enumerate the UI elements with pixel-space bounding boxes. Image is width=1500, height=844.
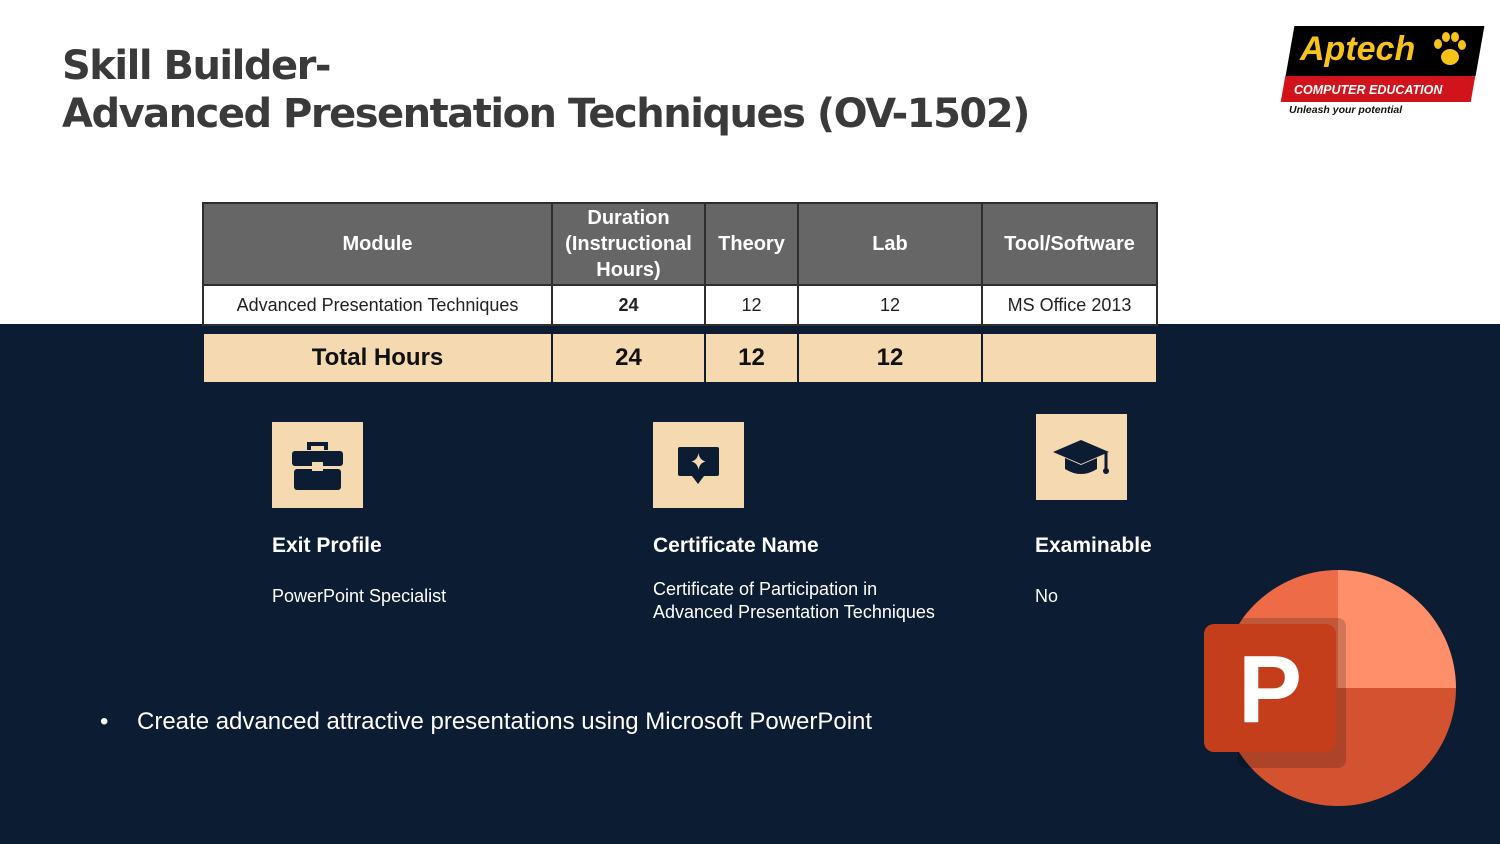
- cell-duration: 24: [551, 284, 706, 326]
- header-theory: Theory: [704, 202, 799, 286]
- page-title: Skill Builder- Advanced Presentation Tec…: [62, 42, 1030, 138]
- header-lab: Lab: [797, 202, 983, 286]
- cell-tool: MS Office 2013: [981, 284, 1158, 326]
- bullet-text: Create advanced attractive presentations…: [137, 708, 873, 735]
- svg-text:P: P: [1238, 636, 1302, 743]
- briefcase-icon: [292, 442, 343, 490]
- cell-module: Advanced Presentation Techniques: [202, 284, 553, 326]
- module-table: Module Duration (Instructional Hours) Th…: [202, 202, 1158, 382]
- bullet-marker: •: [100, 708, 109, 735]
- exit-profile-icon-box: [272, 422, 363, 508]
- examinable-icon-box: [1036, 414, 1127, 500]
- powerpoint-logo-icon: P: [1204, 570, 1456, 806]
- logo-tagline: Unleash your potential: [1289, 104, 1403, 116]
- total-duration: 24: [551, 334, 706, 382]
- logo-brand: Aptech: [1300, 30, 1416, 68]
- total-lab: 12: [797, 334, 983, 382]
- header-tool: Tool/Software: [981, 202, 1158, 286]
- logo-subtitle: COMPUTER EDUCATION: [1294, 83, 1443, 97]
- paw-icon: [1434, 32, 1466, 65]
- certificate-line-1: Certificate of Participation in: [653, 579, 878, 599]
- total-theory: 12: [704, 334, 799, 382]
- examinable-heading: Examinable: [1035, 534, 1152, 557]
- certificate-icon-box: [653, 422, 744, 508]
- graduation-cap-icon: [1053, 440, 1109, 474]
- certificate-badge-icon: [678, 447, 719, 484]
- title-line-1: Skill Builder-: [62, 43, 331, 89]
- certificate-line-2: Advanced Presentation Techniques: [653, 602, 935, 622]
- total-label: Total Hours: [202, 334, 553, 382]
- header-module: Module: [202, 202, 553, 286]
- total-row: Total Hours 24 12 12: [202, 334, 1158, 382]
- certificate-value: Certificate of Participation in Advanced…: [653, 578, 935, 624]
- exit-profile-value: PowerPoint Specialist: [272, 586, 447, 606]
- title-line-2: Advanced Presentation Techniques (OV-150…: [62, 91, 1030, 137]
- exit-profile-heading: Exit Profile: [272, 534, 382, 557]
- bullet-item: • Create advanced attractive presentation…: [100, 708, 872, 736]
- cell-lab: 12: [797, 284, 983, 326]
- table-header-row: Module Duration (Instructional Hours) Th…: [202, 202, 1158, 286]
- total-tool: [981, 334, 1158, 382]
- table-spacer: [203, 325, 1157, 334]
- table-row: Advanced Presentation Techniques 24 12 1…: [202, 284, 1158, 326]
- header-duration: Duration (Instructional Hours): [551, 202, 706, 286]
- certificate-heading: Certificate Name: [653, 534, 819, 557]
- cell-theory: 12: [704, 284, 799, 326]
- aptech-logo: Aptech COMPUTER EDUCATION Unleash your p…: [1280, 26, 1485, 118]
- examinable-value: No: [1035, 586, 1059, 606]
